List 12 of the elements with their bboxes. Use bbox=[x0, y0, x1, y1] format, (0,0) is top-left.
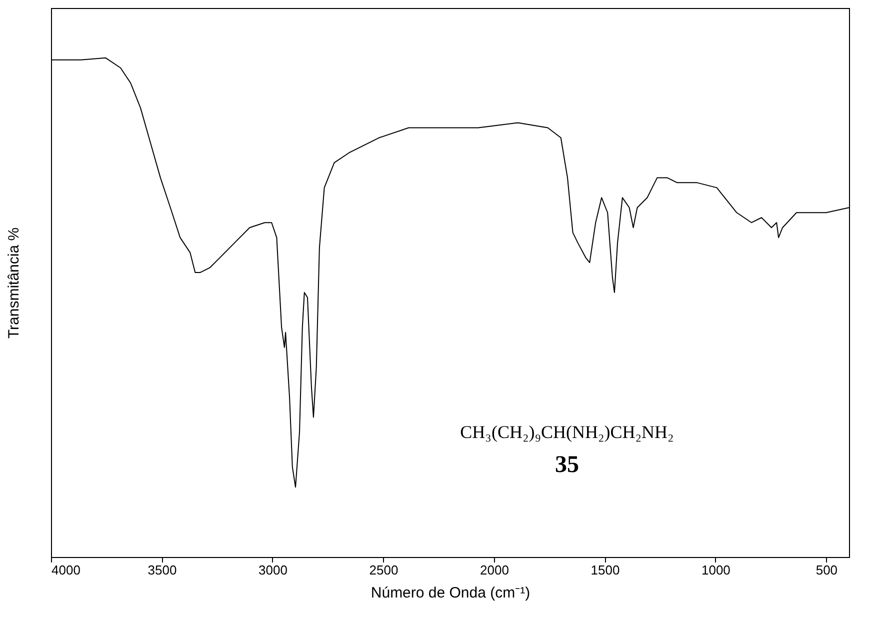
x-tick-label: 4000 bbox=[52, 562, 80, 578]
x-tick-label: 2000 bbox=[480, 562, 509, 578]
annotation: 35 bbox=[555, 452, 579, 478]
x-tick-label: 500 bbox=[816, 562, 838, 578]
annotation: CH₃(CH₂)₉CH(NH₂)CH₂NH₂ bbox=[460, 422, 674, 442]
x-tick-label: 1500 bbox=[590, 562, 620, 578]
y-axis-title: Transmitância % bbox=[6, 227, 22, 339]
x-axis-title: Número de Onda (cm⁻¹) bbox=[370, 584, 530, 602]
x-tick-label: 3500 bbox=[148, 562, 177, 578]
x-tick-label: 1000 bbox=[701, 562, 730, 578]
x-tick-label: 3000 bbox=[258, 562, 288, 578]
x-tick-label: 2500 bbox=[369, 562, 398, 578]
